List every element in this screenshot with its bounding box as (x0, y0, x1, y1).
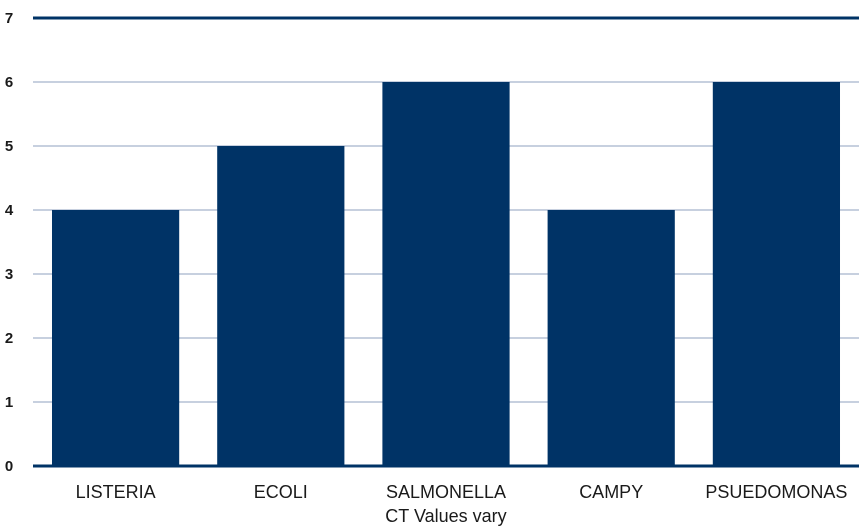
y-tick-label: 0 (5, 458, 13, 475)
bar-ecoli (217, 146, 345, 466)
y-tick-label: 5 (5, 138, 13, 155)
bars (51, 82, 841, 466)
x-tick-label-listeria: LISTERIA (76, 482, 156, 502)
y-tick-label: 3 (5, 266, 13, 283)
bar-psuedomonas (712, 82, 841, 466)
y-tick-label: 6 (5, 74, 13, 91)
bar-campy (547, 210, 675, 466)
x-axis-label: CT Values vary (385, 506, 506, 526)
y-tick-label: 1 (5, 394, 13, 411)
bar-salmonella (382, 82, 510, 466)
x-tick-label-psuedomonas: PSUEDOMONAS (705, 482, 847, 502)
axes (33, 16, 859, 468)
bar-listeria (51, 210, 180, 466)
x-tick-label-salmonella: SALMONELLA (386, 482, 506, 502)
y-tick-label: 7 (5, 10, 13, 27)
x-tick-label-ecoli: ECOLI (254, 482, 308, 502)
x-tick-label-campy: CAMPY (579, 482, 643, 502)
y-tick-labels: 0 1 2 3 4 5 6 7 (5, 10, 14, 475)
x-tick-labels: LISTERIA ECOLI SALMONELLA CAMPY PSUEDOMONAS (76, 482, 848, 502)
y-tick-label: 4 (5, 202, 14, 219)
y-tick-label: 2 (5, 330, 13, 347)
